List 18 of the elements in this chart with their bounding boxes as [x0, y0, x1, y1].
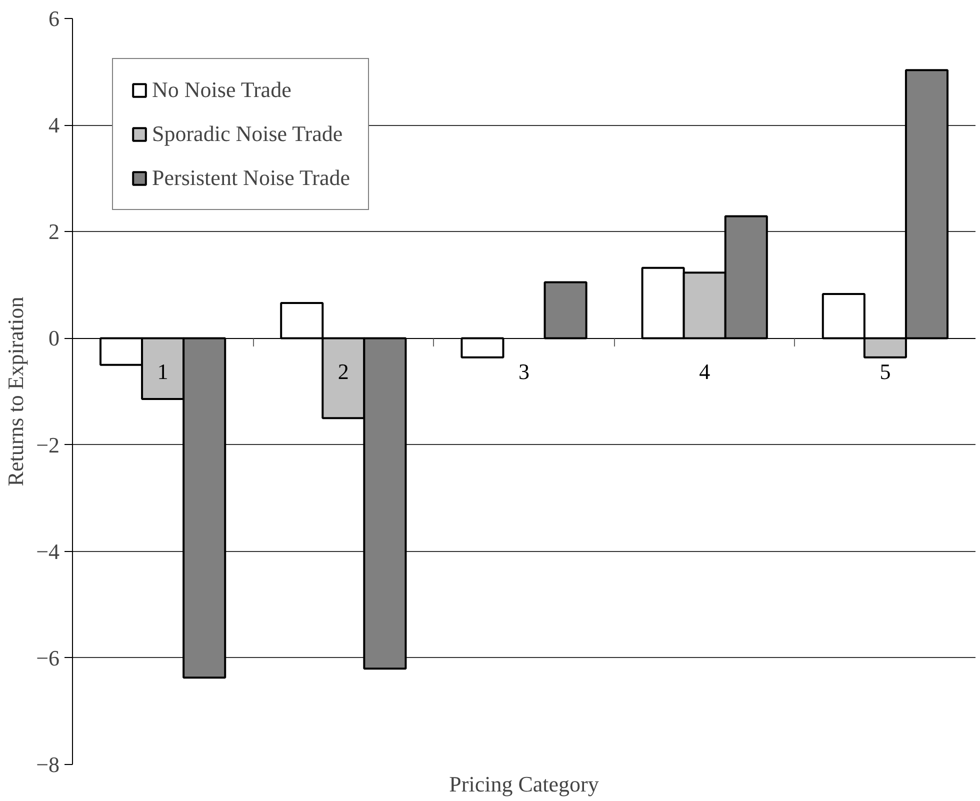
legend-label: Persistent Noise Trade — [152, 165, 350, 191]
y-tick-label: −6 — [36, 645, 60, 670]
x-tick-label: 3 — [518, 359, 530, 384]
y-axis-title: Returns to Expiration — [3, 296, 28, 486]
y-tick-label: 4 — [48, 112, 60, 138]
y-tick-label: 6 — [48, 6, 60, 31]
x-tick-label: 5 — [880, 359, 891, 384]
y-tick-label: −2 — [36, 432, 60, 458]
y-tick-label: −8 — [36, 752, 60, 777]
y-tick-label: 2 — [48, 219, 60, 244]
legend-label: Sporadic Noise Trade — [152, 121, 343, 147]
x-tick-label: 2 — [338, 359, 349, 384]
x-axis-title: Pricing Category — [449, 772, 599, 796]
legend-label: No Noise Trade — [152, 77, 292, 103]
y-tick-label: 0 — [48, 326, 60, 351]
x-tick-label: 4 — [699, 359, 710, 384]
y-tick-label: −4 — [36, 538, 60, 564]
x-tick-label: 1 — [157, 359, 168, 384]
